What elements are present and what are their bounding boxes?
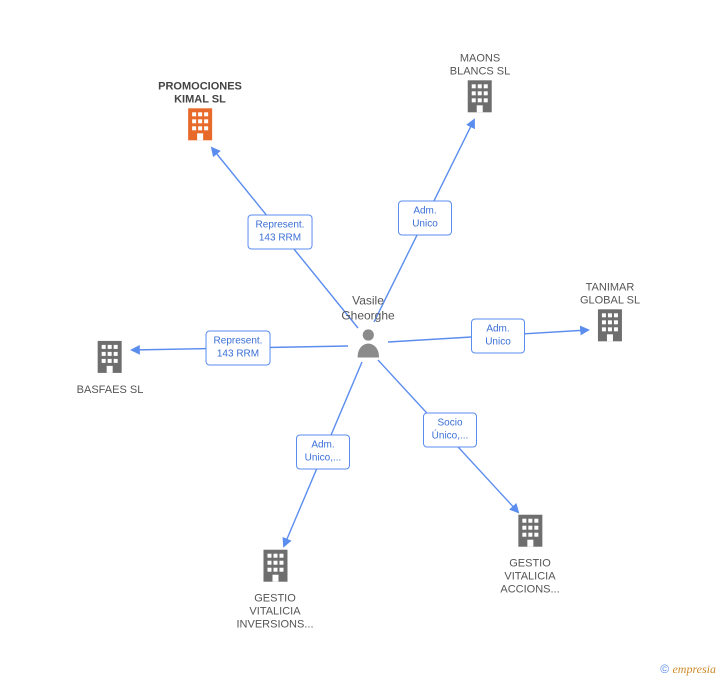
person-icon <box>355 328 381 358</box>
center-node-vasile[interactable]: Vasile Gheorghe <box>341 294 394 363</box>
company-node-label: PROMOCIONES KIMAL SL <box>158 80 242 106</box>
company-node-label: GESTIO VITALICIA ACCIONS... <box>500 558 559 598</box>
company-node-label: TANIMAR GLOBAL SL <box>580 281 640 307</box>
edge-label[interactable]: Adm. Unico <box>398 201 452 236</box>
building-icon <box>500 513 559 554</box>
company-node-gestio-accions[interactable]: GESTIO VITALICIA ACCIONS... <box>500 513 559 598</box>
edge-label[interactable]: Adm. Unico,... <box>296 435 350 470</box>
building-icon <box>158 107 242 148</box>
company-node-tanimar-global[interactable]: TANIMAR GLOBAL SL <box>580 277 640 348</box>
edge-label[interactable]: Socio Único,... <box>423 413 477 448</box>
company-node-label: BASFAES SL <box>77 384 144 397</box>
company-node-promociones-kimal[interactable]: PROMOCIONES KIMAL SL <box>158 76 242 147</box>
building-icon <box>236 548 313 589</box>
edge-label[interactable]: Represent. 143 RRM <box>248 215 313 250</box>
center-node-label: Vasile Gheorghe <box>341 294 394 324</box>
edge-label[interactable]: Adm. Unico <box>471 319 525 354</box>
copyright-symbol: © <box>660 662 669 676</box>
company-node-basfaes[interactable]: BASFAES SL <box>77 339 144 397</box>
diagram-canvas: Vasile Gheorghe PROMOCIONES KIMAL SL MAON… <box>0 0 728 685</box>
company-node-gestio-inversions[interactable]: GESTIO VITALICIA INVERSIONS... <box>236 548 313 633</box>
building-icon <box>580 308 640 349</box>
edge-label[interactable]: Represent. 143 RRM <box>206 331 271 366</box>
building-icon <box>77 339 144 380</box>
company-node-label: MAONS BLANCS SL <box>450 52 511 78</box>
watermark: © empresia <box>660 662 716 677</box>
brand-name: empresia <box>672 662 716 676</box>
company-node-maons-blancs[interactable]: MAONS BLANCS SL <box>450 48 511 119</box>
building-icon <box>450 79 511 120</box>
company-node-label: GESTIO VITALICIA INVERSIONS... <box>236 593 313 633</box>
